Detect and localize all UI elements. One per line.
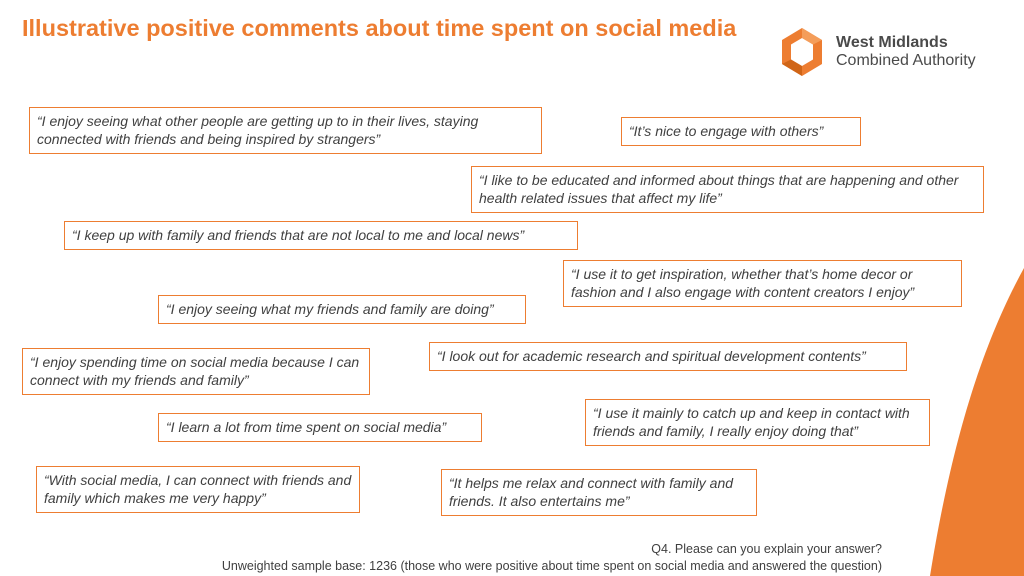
quote-box: “It’s nice to engage with others” xyxy=(621,117,861,146)
quote-box: “I use it to get inspiration, whether th… xyxy=(563,260,962,307)
logo-wordmark: West Midlands Combined Authority xyxy=(836,34,976,70)
wmca-hexagon-icon xyxy=(782,28,822,76)
sample-base-text: Unweighted sample base: 1236 (those who … xyxy=(221,559,882,573)
page-title: Illustrative positive comments about tim… xyxy=(22,15,737,41)
quote-box: “I use it mainly to catch up and keep in… xyxy=(585,399,930,446)
question-text: Q4. Please can you explain your answer? xyxy=(651,542,882,556)
quote-box: “It helps me relax and connect with fami… xyxy=(441,469,757,516)
quote-box: “I like to be educated and informed abou… xyxy=(471,166,984,213)
quote-box: “I enjoy seeing what other people are ge… xyxy=(29,107,542,154)
quote-box: “I enjoy spending time on social media b… xyxy=(22,348,370,395)
quote-box: “I look out for academic research and sp… xyxy=(429,342,907,371)
quote-box: “I enjoy seeing what my friends and fami… xyxy=(158,295,526,324)
wmca-logo: West Midlands Combined Authority xyxy=(776,26,1006,78)
quote-box: “I keep up with family and friends that … xyxy=(64,221,578,250)
quote-box: “With social media, I can connect with f… xyxy=(36,466,360,513)
quote-box: “I learn a lot from time spent on social… xyxy=(158,413,482,442)
logo-line2: Combined Authority xyxy=(836,52,976,69)
logo-line1: West Midlands xyxy=(836,34,948,51)
footer-note: Q4. Please can you explain your answer? … xyxy=(222,541,882,575)
